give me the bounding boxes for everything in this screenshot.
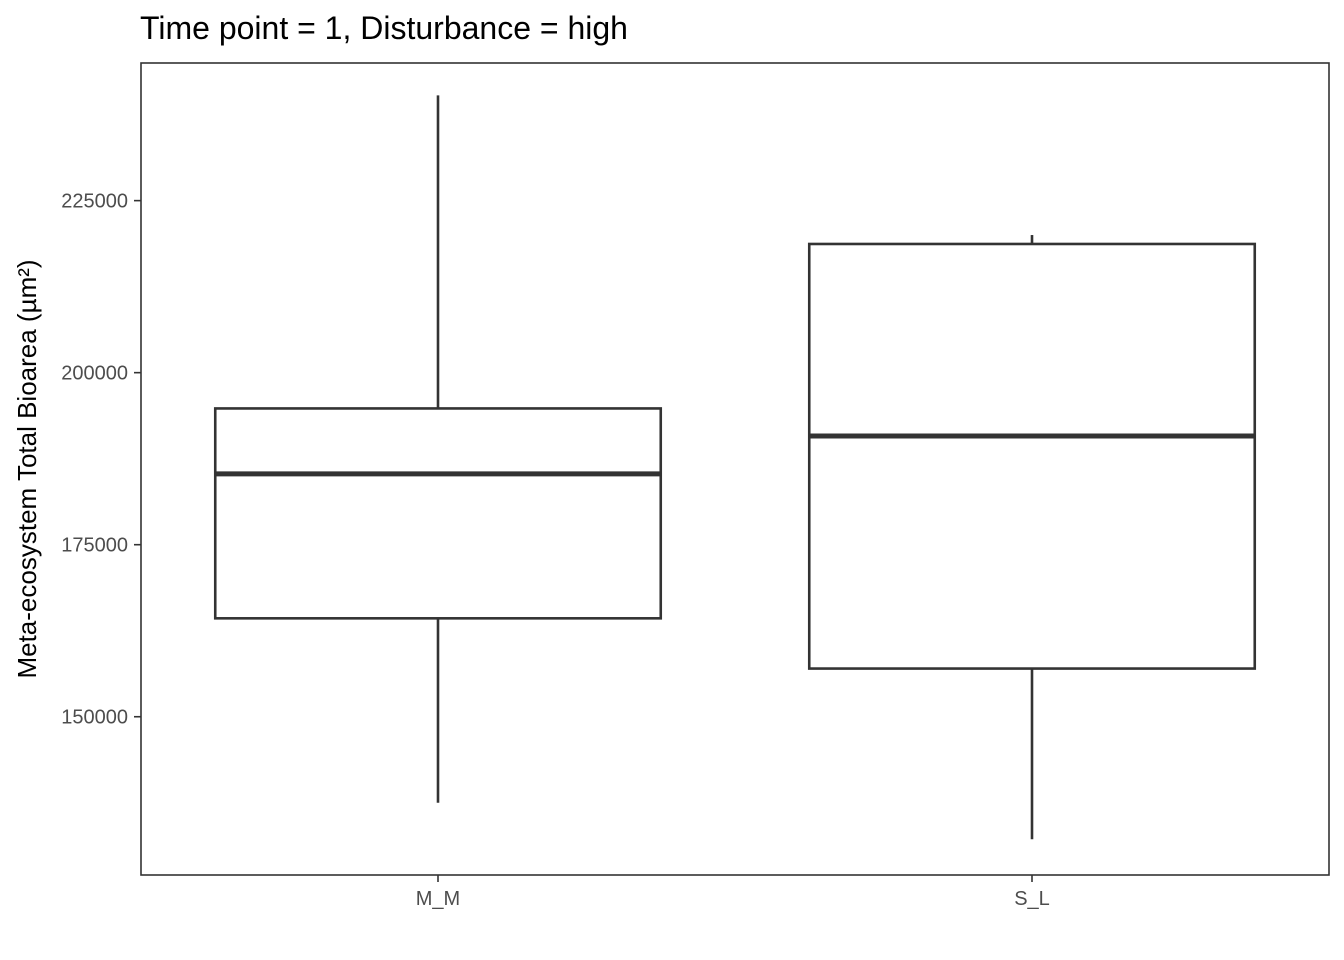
boxplot-s-l	[807, 235, 1257, 840]
x-axis: M_M S_L	[416, 875, 1050, 910]
x-tick-label: M_M	[416, 888, 460, 910]
x-tick-label: S_L	[1014, 888, 1050, 910]
boxplots	[213, 95, 1257, 840]
y-tick-label: 200000	[61, 363, 128, 385]
box-iqr	[807, 242, 1257, 670]
boxplot-m-m	[213, 95, 663, 803]
plot-panel	[140, 62, 1330, 876]
y-axis: 150000 175000 200000 225000	[61, 191, 141, 729]
y-axis-label: Meta-ecosystem Total Bioarea (µm²)	[12, 259, 42, 678]
y-tick-label: 225000	[61, 191, 128, 213]
y-tick-label: 175000	[61, 535, 128, 557]
box-iqr	[213, 407, 663, 620]
y-tick-label: 150000	[61, 707, 128, 729]
chart-title: Time point = 1, Disturbance = high	[140, 10, 628, 46]
